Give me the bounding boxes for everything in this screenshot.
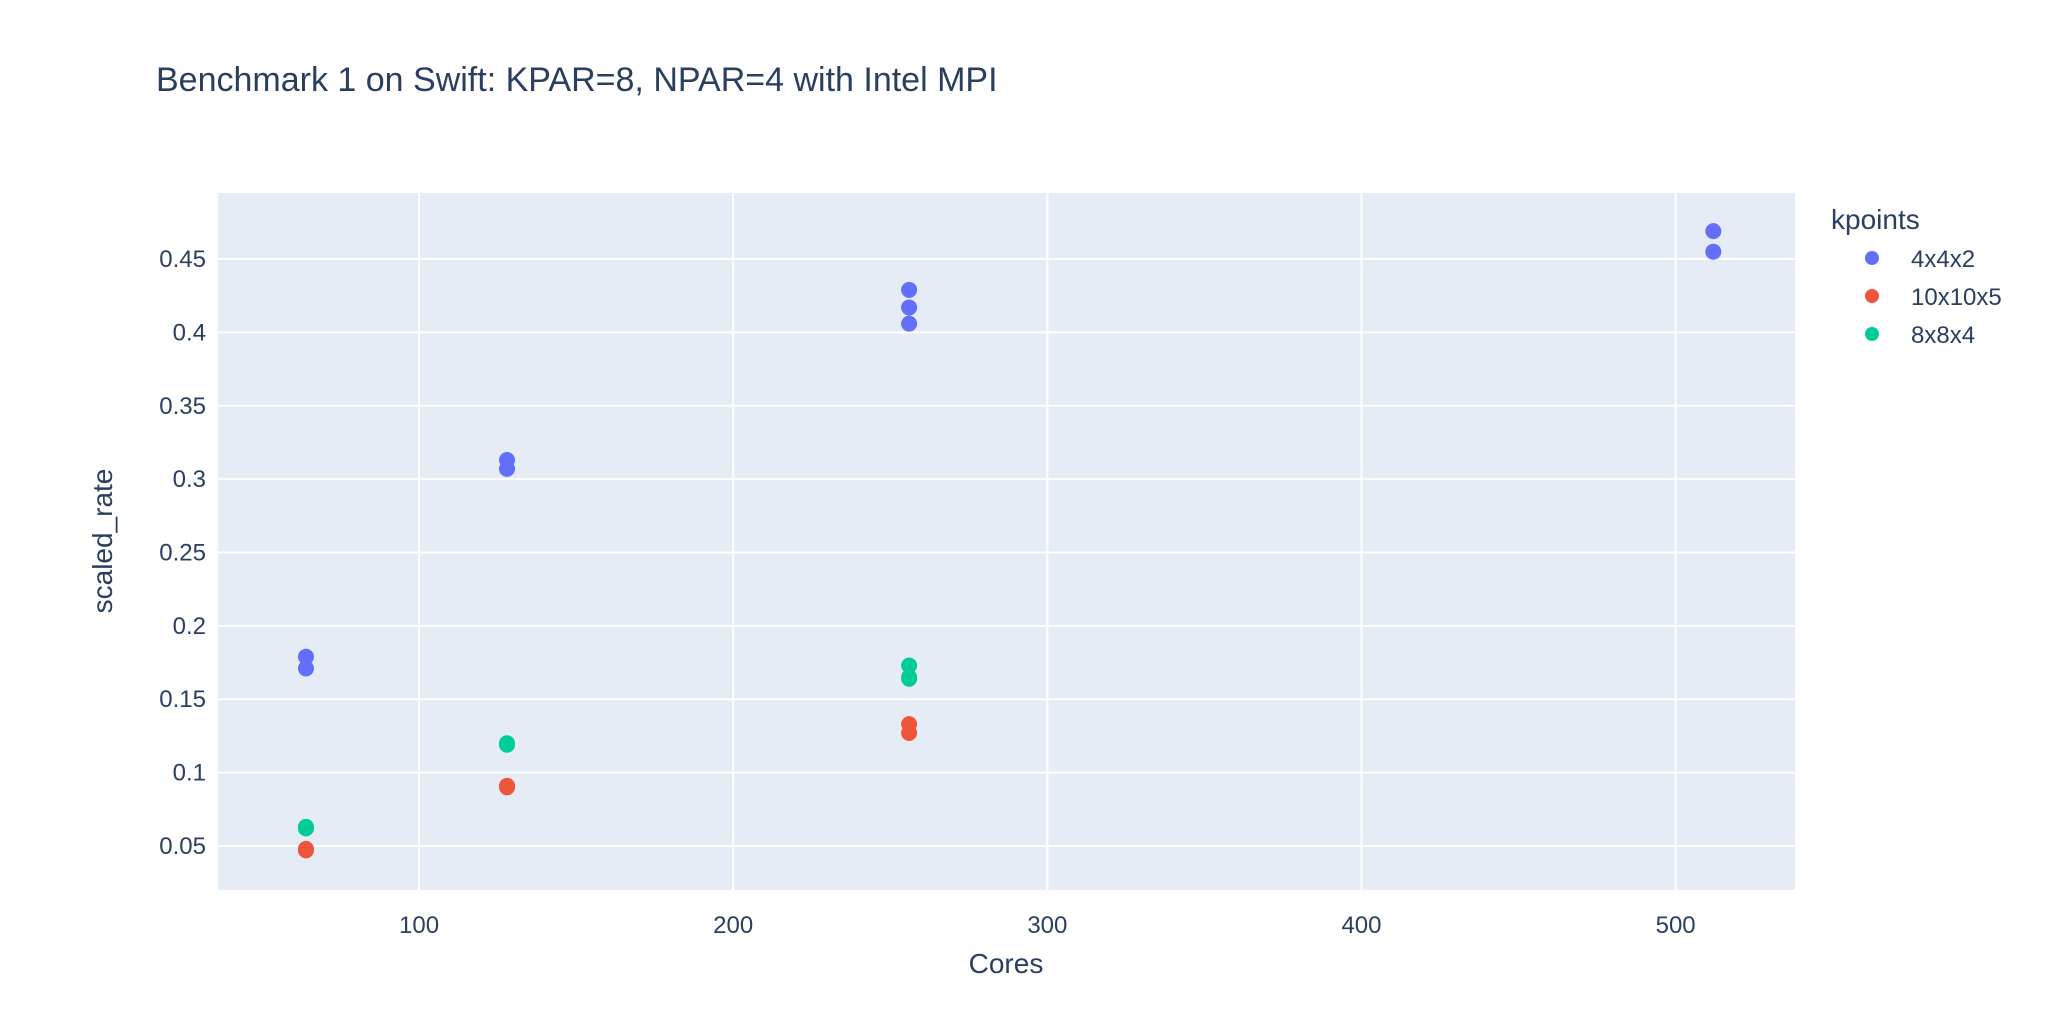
y-tick-label: 0.4: [173, 319, 206, 346]
x-tick-label: 100: [399, 912, 439, 939]
y-tick-labels: 0.05 0.1 0.15 0.2 0.25 0.3 0.35 0.4 0.45: [159, 246, 206, 860]
y-tick-label: 0.35: [159, 393, 206, 420]
scatter-point: [901, 281, 918, 298]
x-gridlines: [418, 193, 1677, 890]
legend-label: 10x10x5: [1911, 284, 2002, 311]
scatter-point: [1705, 223, 1722, 240]
data-points: [297, 223, 1722, 859]
plot-area: [218, 193, 1795, 890]
y-tick-label: 0.25: [159, 540, 206, 567]
x-tick-label: 400: [1341, 912, 1381, 939]
scatter-point: [297, 842, 314, 859]
scatter-point: [901, 657, 918, 674]
y-tick-label: 0.05: [159, 833, 206, 860]
x-tick-labels: 100 200 300 400 500: [399, 912, 1696, 939]
chart-title: Benchmark 1 on Swift: KPAR=8, NPAR=4 wit…: [156, 61, 998, 99]
y-tick-label: 0.2: [173, 613, 206, 640]
y-tick-label: 0.1: [173, 760, 206, 787]
legend-marker: [1865, 289, 1879, 303]
scatter-point: [901, 724, 918, 741]
x-tick-label: 500: [1656, 912, 1696, 939]
y-tick-label: 0.3: [173, 466, 206, 493]
x-tick-label: 300: [1027, 912, 1067, 939]
scatter-point: [297, 648, 314, 665]
scatter-point: [1705, 243, 1722, 260]
scatter-point: [297, 660, 314, 677]
scatter-point: [901, 315, 918, 332]
y-axis-title: scaled_rate: [87, 469, 118, 614]
y-tick-label: 0.15: [159, 686, 206, 713]
x-axis-title: Cores: [969, 948, 1044, 979]
scatter-point: [499, 460, 516, 477]
legend-marker: [1865, 251, 1879, 265]
scatter-point: [901, 670, 918, 687]
scatter-point: [901, 299, 918, 316]
y-gridlines: [218, 258, 1795, 847]
scatter-point: [499, 779, 516, 796]
legend[interactable]: kpoints 4x4x2 10x10x5 8x8x4: [1831, 204, 2002, 349]
legend-title: kpoints: [1831, 204, 1920, 235]
scatter-point: [499, 735, 516, 752]
legend-label: 8x8x4: [1911, 322, 1975, 349]
x-tick-label: 200: [713, 912, 753, 939]
y-tick-label: 0.45: [159, 246, 206, 273]
legend-marker: [1865, 327, 1879, 341]
scatter-point: [297, 820, 314, 837]
legend-label: 4x4x2: [1911, 246, 1975, 273]
